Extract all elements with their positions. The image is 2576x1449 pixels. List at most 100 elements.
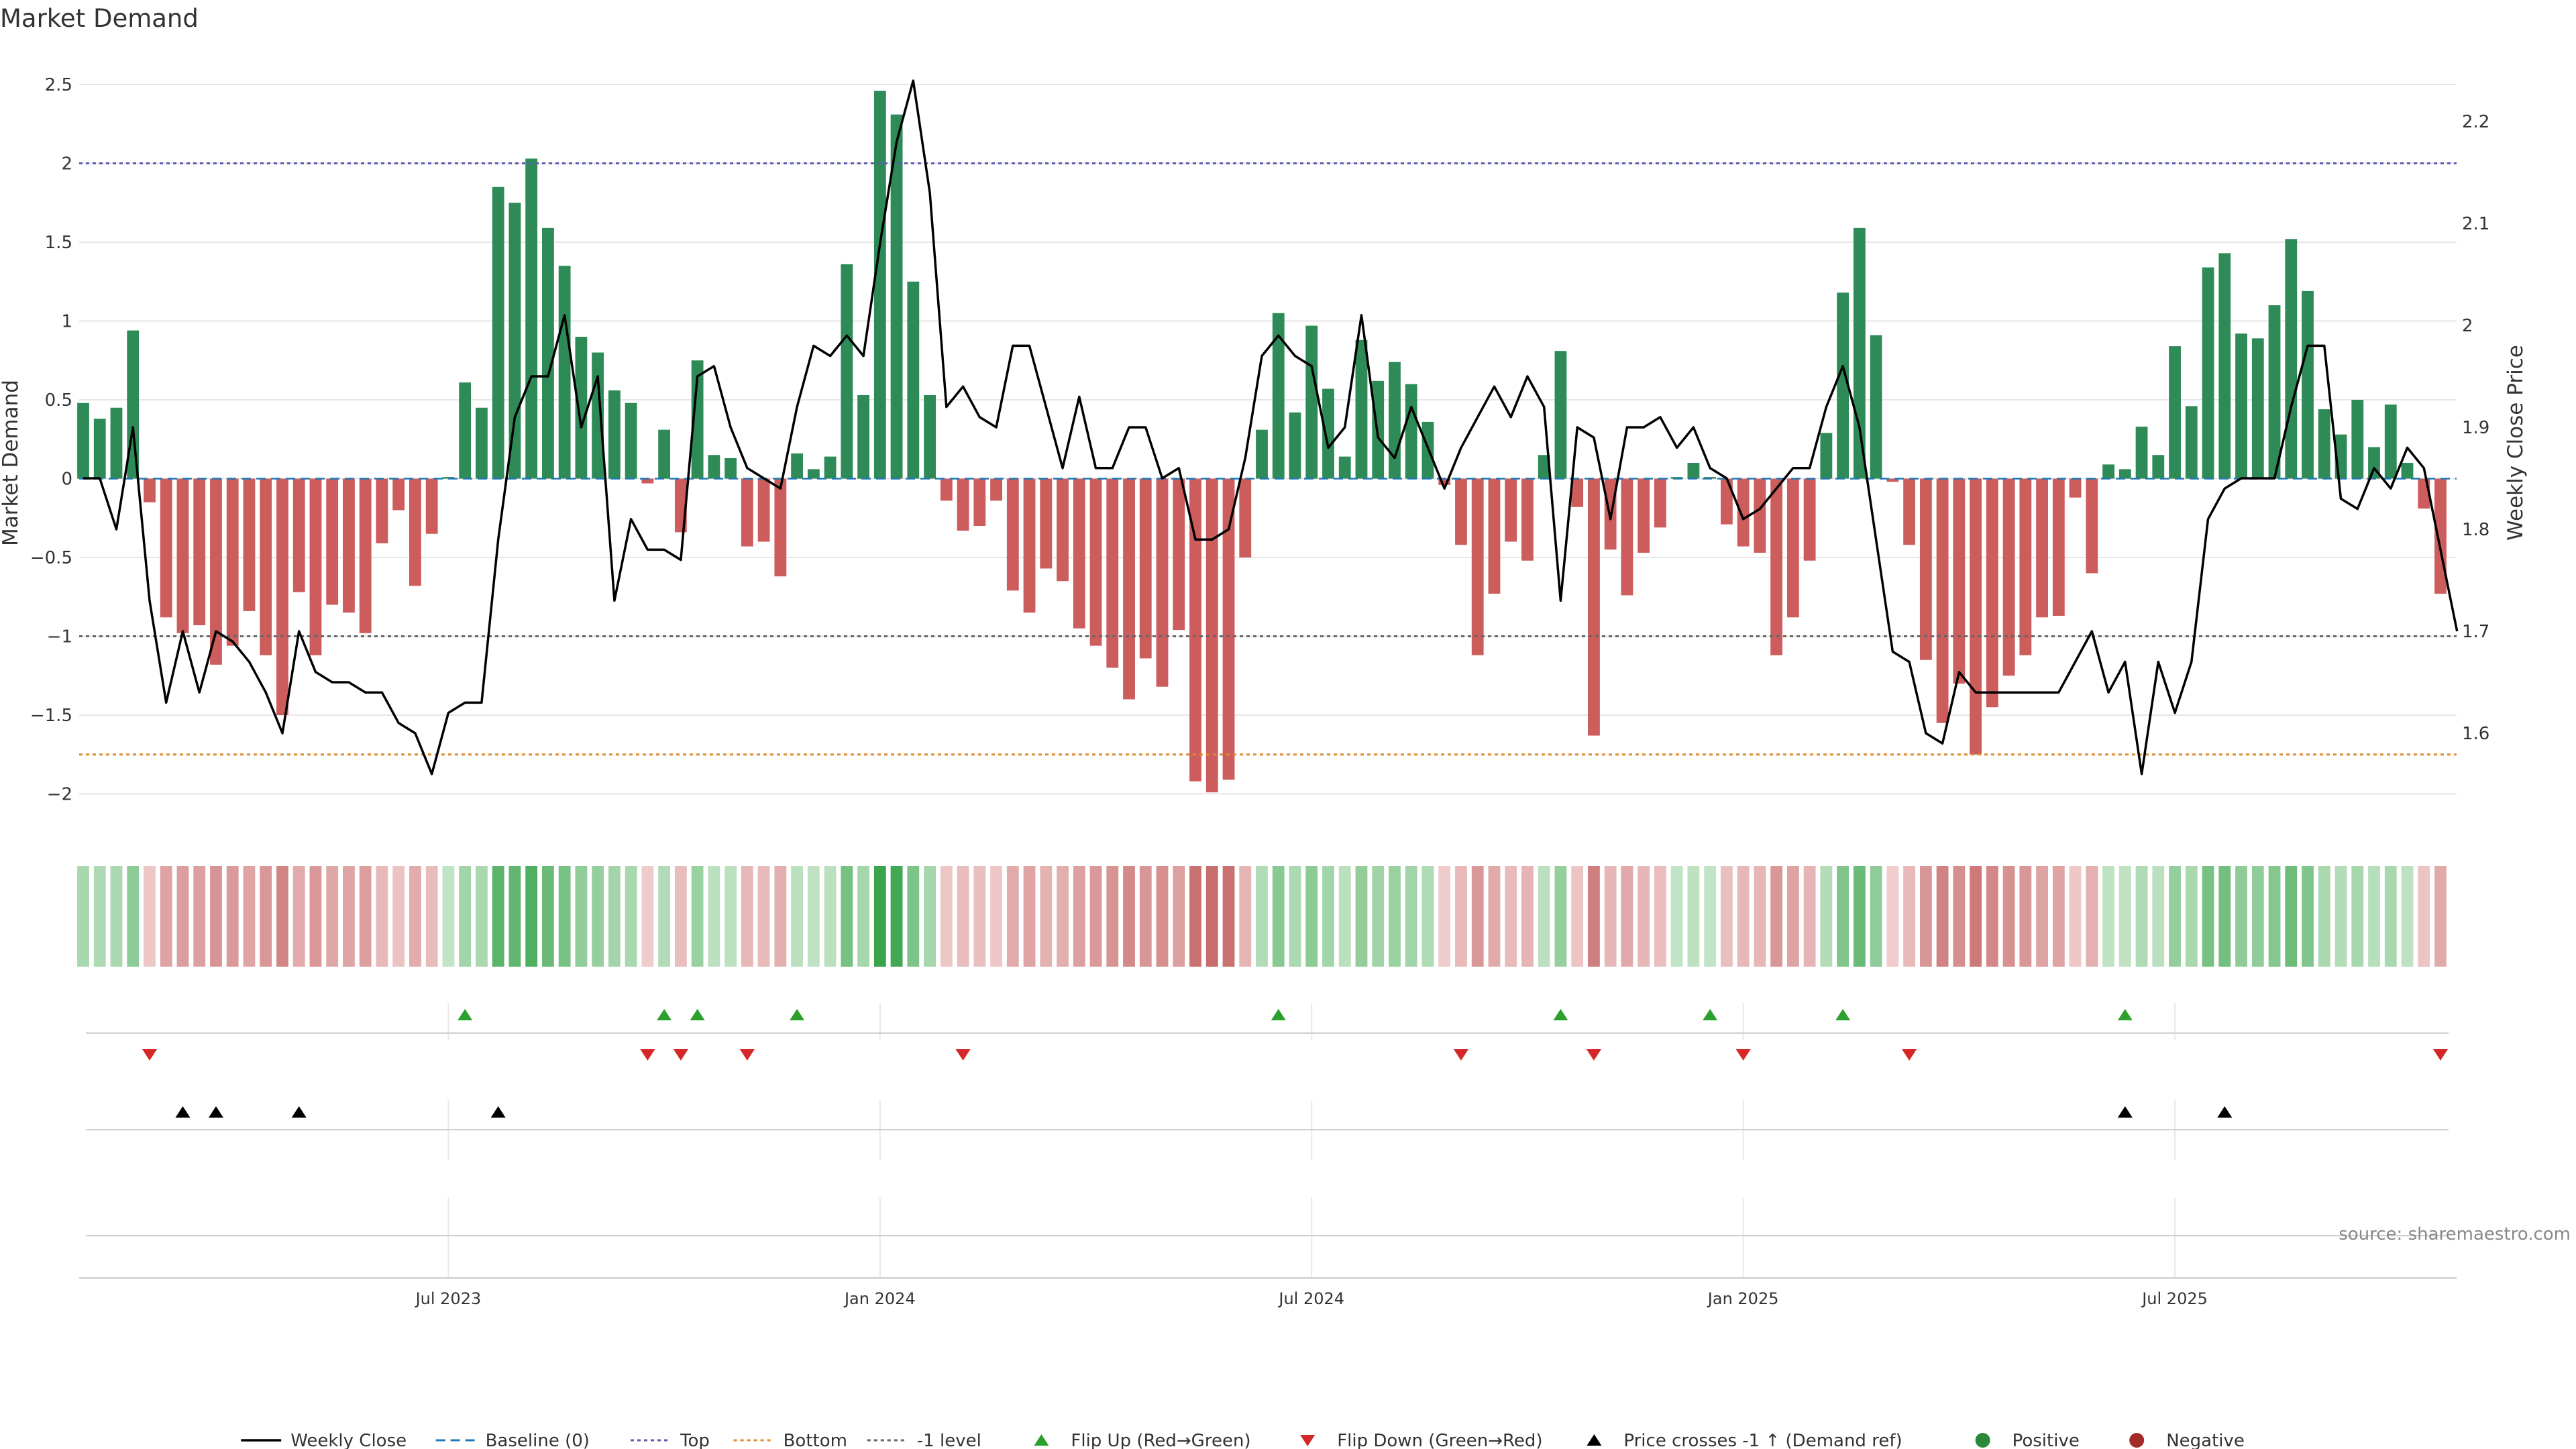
heat-cell [309,866,322,967]
demand-bar [1820,433,1833,479]
demand-bar [1173,478,1185,631]
demand-bar [2251,338,2264,479]
demand-bar [2202,267,2214,479]
heat-cell [1156,866,1169,967]
demand-bar [2318,409,2330,479]
heat-cell [260,866,272,967]
legend-symbol-triangle-up [1587,1434,1602,1446]
heat-cell [658,866,671,967]
demand-bar [1687,463,1700,479]
heat-cell [890,866,903,967]
demand-bar [476,407,488,479]
heat-cell [674,866,687,967]
x-tick-label: Jul 2025 [2141,1289,2208,1308]
heat-cell [2118,866,2131,967]
demand-bar [575,337,588,479]
heat-cell [1704,866,1717,967]
heat-cell [1006,866,1019,967]
heat-cell [2152,866,2165,967]
heat-cell [2318,866,2330,967]
heat-cell [873,866,886,967]
demand-bar [110,407,123,479]
demand-bar [1438,478,1451,485]
demand-bar [1123,478,1135,700]
flip-down-marker [1735,1049,1751,1061]
left-y-axis: 2.5 2 1.5 1 0.5 0 −0.5 −1 −1.5 −2 [30,75,72,805]
heat-cell [409,866,421,967]
right-tick-label: 2.2 [2462,112,2489,132]
heat-cell [1571,866,1584,967]
demand-bar [558,266,571,479]
legend-label: Weekly Close [290,1431,407,1449]
demand-bar [757,478,770,542]
heat-cell [1919,866,1932,967]
heat-cell [243,866,256,967]
demand-bar [791,453,804,479]
chart-title: Market Demand [0,4,199,33]
heat-cell [1289,866,1301,967]
demand-bar [1106,478,1119,668]
heat-cell [1505,866,1517,967]
heat-cell [359,866,372,967]
flip-up-marker [790,1009,805,1020]
heat-cell [276,866,288,967]
heat-cell [575,866,588,967]
left-tick-label: −1 [47,627,72,647]
demand-bar [276,478,288,715]
heat-cell [176,866,189,967]
price-cross-marker [175,1106,191,1118]
heat-cell [193,866,206,967]
demand-bar [210,478,222,665]
demand-bar [93,419,106,479]
demand-bar [625,402,637,479]
demand-bar [2052,478,2065,616]
demand-bar [226,478,239,646]
demand-bar [2135,426,2148,479]
right-tick-label: 2.1 [2462,214,2489,234]
heat-cell [2086,866,2098,967]
demand-bar [1588,478,1600,736]
heat-cell [1754,866,1766,967]
flip-down-marker [1453,1049,1468,1061]
heat-cell [2401,866,2414,967]
heat-cell [1222,866,1235,967]
left-tick-label: 2 [61,154,72,174]
demand-bar [658,429,671,479]
heat-cell [1604,866,1617,967]
heat-cell [1089,866,1102,967]
demand-bar [359,478,372,633]
heat-cell [110,866,123,967]
demand-bar [2002,478,2015,676]
heat-cell [508,866,521,967]
heat-cell [625,866,637,967]
demand-heat-strip [77,866,2447,967]
heat-cell [1372,866,1385,967]
weekly-close-line [83,79,2459,775]
demand-bar [193,478,206,626]
demand-bar [1638,478,1650,553]
heat-cell [1389,866,1401,967]
x-tick-label: Jul 2024 [1277,1289,1344,1308]
heat-cell [1189,866,1201,967]
demand-bar [1289,412,1301,479]
demand-bar [1189,478,1201,782]
demand-bar [2152,455,2165,479]
demand-bar [1521,478,1534,561]
demand-bar [343,478,355,613]
x-tick-label: Jan 2024 [843,1289,916,1308]
right-tick-label: 1.7 [2462,622,2489,642]
source-note: source: sharemaestro.com [2339,1224,2571,1244]
heat-cell [924,866,936,967]
legend-label: Flip Up (Red→Green) [1071,1431,1250,1449]
demand-bar [1322,388,1334,479]
demand-bar [525,158,538,479]
demand-bar [924,394,936,479]
heat-cell [459,866,472,967]
heat-cell [973,866,986,967]
flip-up-marker [690,1009,705,1020]
heat-cell [2218,866,2231,967]
demand-bar [1970,478,1982,755]
heat-cell [292,866,305,967]
demand-bar [1720,478,1733,525]
legend-symbol-triangle-down [1300,1435,1316,1446]
